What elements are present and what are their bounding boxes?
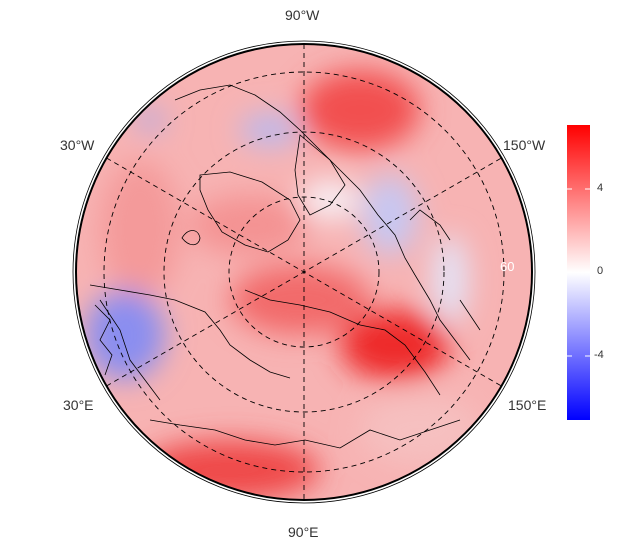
graticule xyxy=(103,44,505,500)
map-boundary xyxy=(75,43,533,501)
lon-label-90e: 90°E xyxy=(288,524,319,540)
map-outer-ring xyxy=(72,40,536,504)
lon-label-30e: 30°E xyxy=(63,397,94,413)
lon-label-90w: 90°W xyxy=(285,7,320,23)
coastlines xyxy=(89,84,481,449)
latitude-label-60: 60 xyxy=(500,259,514,274)
colorbar-tick-label: 0 xyxy=(597,265,604,277)
colorbar-tick-label: -4 xyxy=(594,349,604,361)
colorbar-tick-label: 4 xyxy=(597,182,604,194)
colorbar xyxy=(567,125,590,420)
colorbar-tick-marks xyxy=(567,188,590,357)
lon-label-30w: 30°W xyxy=(60,137,95,153)
lon-label-150w: 150°W xyxy=(503,137,546,153)
lon-label-150e: 150°E xyxy=(508,397,547,413)
